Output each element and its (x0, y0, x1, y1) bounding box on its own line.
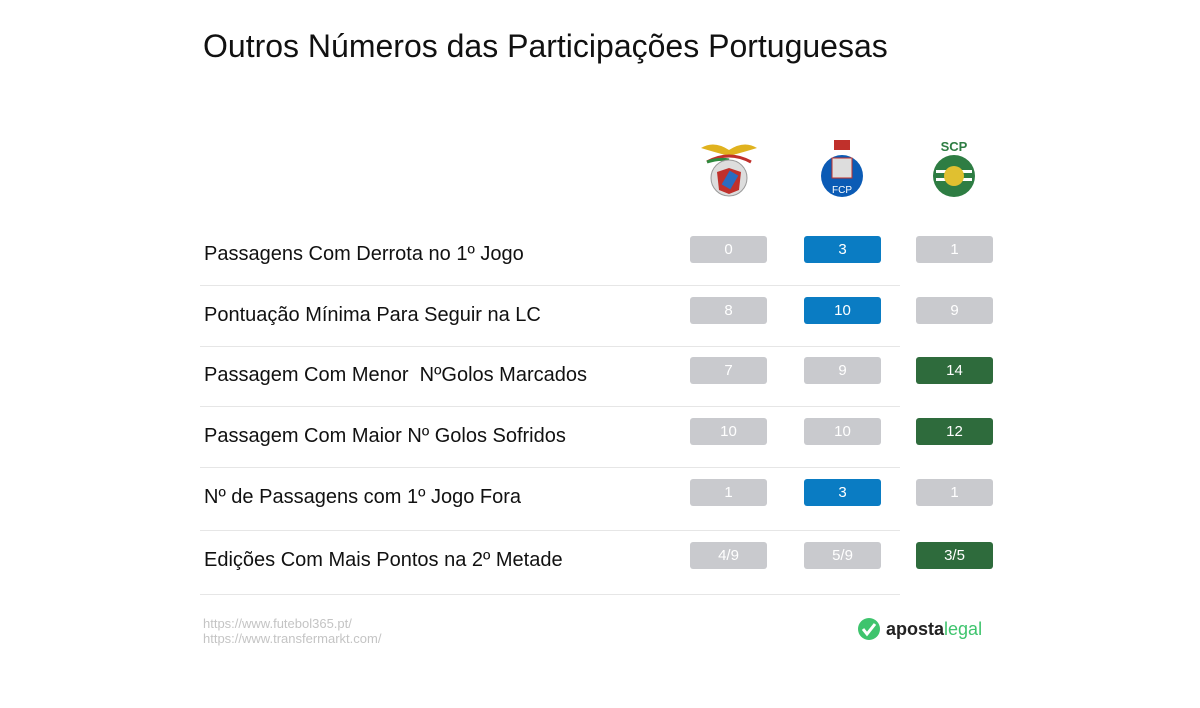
porto-crest-text: FCP (832, 185, 852, 196)
value-badge-porto: 3 (804, 236, 881, 263)
sporting-crest-text: SCP (941, 139, 968, 154)
value-badge-sporting: 3/5 (916, 542, 993, 569)
row-label: Nº de Passagens com 1º Jogo Fora (204, 486, 521, 508)
row-label: Edições Com Mais Pontos na 2º Metade (204, 549, 563, 571)
table-row: Nº de Passagens com 1º Jogo Fora 1 3 1 (200, 479, 1000, 545)
row-divider (200, 530, 900, 531)
brand-part1: aposta (886, 618, 945, 639)
apostalegal-logo: apostalegal (857, 617, 982, 641)
row-label: Passagem Com Menor NºGolos Marcados (204, 364, 587, 386)
value-badge-sporting: 14 (916, 357, 993, 384)
row-label: Passagem Com Maior Nº Golos Sofridos (204, 425, 566, 447)
value-badge-porto: 5/9 (804, 542, 881, 569)
sporting-crest-icon: SCP (933, 139, 975, 197)
value-badge-benfica: 8 (690, 297, 767, 324)
table-row: Passagem Com Menor NºGolos Marcados 7 9 14 (200, 357, 1000, 423)
sources: https://www.futebol365.pt/ https://www.t… (203, 616, 381, 646)
row-divider (200, 406, 900, 407)
value-badge-sporting: 12 (916, 418, 993, 445)
table-row: Edições Com Mais Pontos na 2º Metade 4/9 5… (200, 542, 1000, 608)
benfica-crest-icon (701, 144, 757, 197)
table-row: Pontuação Mínima Para Seguir na LC 8 10 9 (200, 297, 1000, 363)
row-divider (200, 346, 900, 347)
table-row: Passagem Com Maior Nº Golos Sofridos 10 10… (200, 418, 1000, 484)
value-badge-sporting: 1 (916, 236, 993, 263)
value-badge-sporting: 1 (916, 479, 993, 506)
row-divider (200, 594, 900, 595)
value-badge-benfica: 10 (690, 418, 767, 445)
table-row: Passagens Com Derrota no 1º Jogo 0 3 1 (200, 236, 1000, 302)
value-badge-benfica: 0 (690, 236, 767, 263)
value-badge-porto: 10 (804, 297, 881, 324)
source-link[interactable]: https://www.transfermarkt.com/ (203, 631, 382, 646)
row-divider (200, 285, 900, 286)
value-badge-benfica: 4/9 (690, 542, 767, 569)
brand-part2: legal (944, 618, 983, 639)
value-badge-porto: 9 (804, 357, 881, 384)
row-label: Passagens Com Derrota no 1º Jogo (204, 243, 524, 265)
porto-crest-icon: FCP (821, 140, 863, 197)
page-title: Outros Números das Participações Portugu… (203, 28, 888, 64)
value-badge-benfica: 7 (690, 357, 767, 384)
value-badge-porto: 10 (804, 418, 881, 445)
value-badge-benfica: 1 (690, 479, 767, 506)
checkmark-badge-icon (858, 618, 880, 640)
row-divider (200, 467, 900, 468)
source-link[interactable]: https://www.futebol365.pt/ (203, 616, 352, 631)
value-badge-porto: 3 (804, 479, 881, 506)
row-label: Pontuação Mínima Para Seguir na LC (204, 304, 541, 326)
value-badge-sporting: 9 (916, 297, 993, 324)
